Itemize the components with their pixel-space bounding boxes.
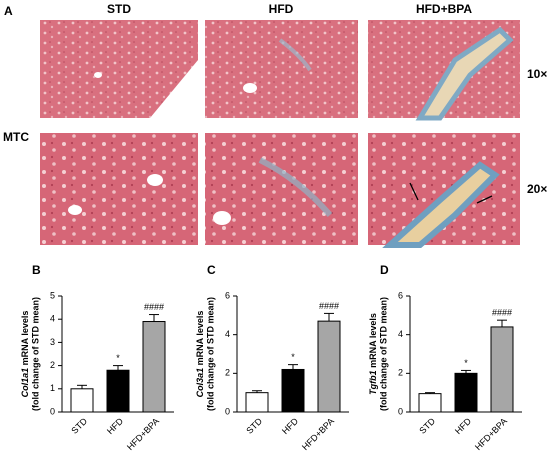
y-tick-label: 2 (50, 360, 55, 370)
vessel (68, 205, 82, 215)
x-tick-label: STD (69, 416, 89, 436)
y-axis-label: Tgfb1 mRNA levels (368, 313, 378, 395)
y-axis-label: Col3a1 mRNA levels (195, 311, 205, 398)
fibrosis (258, 157, 333, 217)
bar (454, 372, 478, 413)
x-tick-label: HFD+BPA (125, 416, 161, 452)
vessel (213, 211, 231, 225)
bar (70, 388, 94, 413)
y-tick-label: 1 (50, 383, 55, 393)
fibrosis (278, 38, 312, 72)
bar (245, 392, 269, 413)
x-tick-label: STD (417, 416, 437, 436)
significance: #### (492, 308, 512, 318)
significance: #### (319, 301, 339, 311)
arrow (409, 182, 419, 201)
x-tick-label: STD (244, 416, 264, 436)
y-tick-label: 6 (225, 290, 230, 300)
significance: * (291, 352, 295, 362)
panel-a: A STD HFD HFD+BPA 10× 20× MTC (3, 2, 547, 248)
bar (418, 393, 442, 413)
y-axis-label: (fold change of STD mean) (378, 297, 388, 411)
bar (106, 369, 130, 413)
vessel (94, 72, 102, 78)
panel-label: A (4, 4, 13, 18)
x-tick-label: HFD+BPA (300, 416, 336, 452)
y-tick-label: 2 (225, 368, 230, 378)
row-label: 20× (527, 182, 547, 196)
row-label: 10× (527, 67, 547, 81)
y-axis-label: (fold change of STD mean) (30, 297, 40, 411)
vessel (147, 174, 163, 186)
y-axis-label: Col1a1 mRNA levels (20, 311, 30, 398)
y-tick-label: 0 (225, 406, 230, 416)
panel-label: B (32, 263, 41, 277)
y-tick-label: 3 (50, 337, 55, 347)
micrograph (205, 133, 358, 245)
significance: * (116, 353, 120, 363)
micrograph-edge (150, 60, 198, 118)
y-tick-label: 4 (225, 329, 230, 339)
bar (317, 320, 341, 413)
y-label-text: mRNA levels (368, 313, 378, 370)
column-header: HFD+BPA (416, 2, 472, 16)
y-label-text: mRNA levels (20, 311, 30, 368)
x-tick-label: HFD+BPA (473, 416, 509, 452)
column-header: STD (107, 2, 131, 16)
column-header: HFD (269, 2, 294, 16)
significance: #### (144, 302, 164, 312)
y-tick-label: 6 (398, 290, 403, 300)
y-label-text: mRNA levels (195, 311, 205, 368)
y-tick-label: 5 (50, 290, 55, 300)
y-tick-label: 4 (50, 314, 55, 324)
fibrosis (382, 161, 500, 248)
bar (281, 368, 305, 413)
x-tick-label: HFD (280, 416, 301, 437)
significance: * (464, 358, 468, 368)
micrograph (205, 20, 358, 118)
panel-label: C (207, 263, 216, 277)
panel-label: D (380, 263, 389, 277)
arrow (476, 195, 493, 204)
bar (490, 326, 514, 413)
y-tick-label: 4 (398, 329, 403, 339)
bar (142, 321, 166, 413)
x-tick-label: HFD (453, 416, 474, 437)
y-label-gene: Col3a1 (195, 368, 205, 398)
vessel (243, 83, 257, 93)
x-tick-label: HFD (105, 416, 126, 437)
y-tick-label: 2 (398, 368, 403, 378)
y-tick-label: 0 (398, 406, 403, 416)
y-tick-label: 0 (50, 406, 55, 416)
y-label-gene: Tgfb1 (368, 370, 378, 395)
y-axis-label: (fold change of STD mean) (205, 297, 215, 411)
y-label-gene: Col1a1 (20, 368, 30, 398)
fibrosis (415, 26, 514, 121)
stain-label: MTC (3, 130, 29, 144)
micrograph (40, 133, 198, 245)
